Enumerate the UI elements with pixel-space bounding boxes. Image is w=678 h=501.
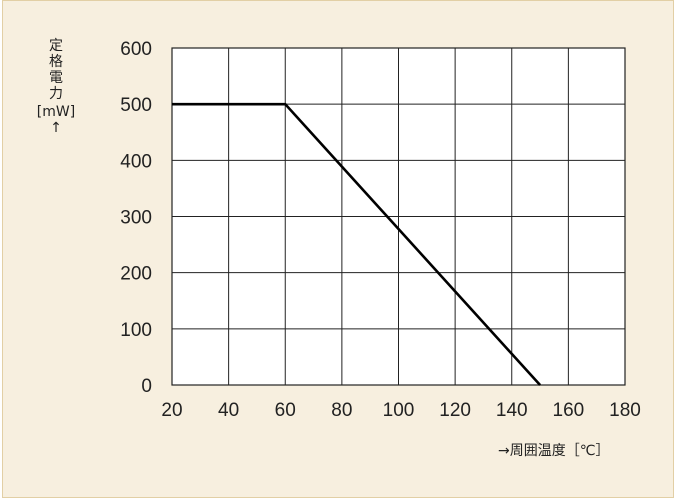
y-tick-label: 0 (141, 376, 152, 397)
y-axis-title-char-4: 力 (49, 86, 63, 102)
y-axis-title-char-1: 定 (49, 38, 63, 54)
y-tick-label: 300 (120, 208, 152, 229)
x-tick-label: 20 (161, 400, 182, 421)
x-tick-label: 140 (496, 400, 528, 421)
x-tick-label: 80 (331, 400, 352, 421)
series-line (172, 102, 542, 386)
x-tick-label: 160 (553, 400, 585, 421)
y-tick-label: 400 (120, 151, 152, 172)
x-axis-title: →周囲温度［℃］ (498, 443, 610, 459)
y-axis-unit: [mW] (36, 104, 76, 120)
y-axis-arrow: ↑ (50, 120, 62, 136)
x-tick-label: 120 (439, 400, 471, 421)
y-tick-label: 100 (120, 320, 152, 341)
x-tick-label: 40 (218, 400, 239, 421)
y-axis-title: 定 格 電 力 [mW] ↑ (36, 38, 76, 136)
x-tick-label: 180 (609, 400, 641, 421)
x-tick-label: 100 (383, 400, 415, 421)
y-tick-label: 200 (120, 264, 152, 285)
x-tick-label: 60 (275, 400, 296, 421)
y-tick-label: 500 (120, 95, 152, 116)
y-tick-label: 600 (120, 39, 152, 60)
y-axis-title-char-2: 格 (49, 54, 63, 70)
y-axis-title-char-3: 電 (49, 70, 63, 86)
